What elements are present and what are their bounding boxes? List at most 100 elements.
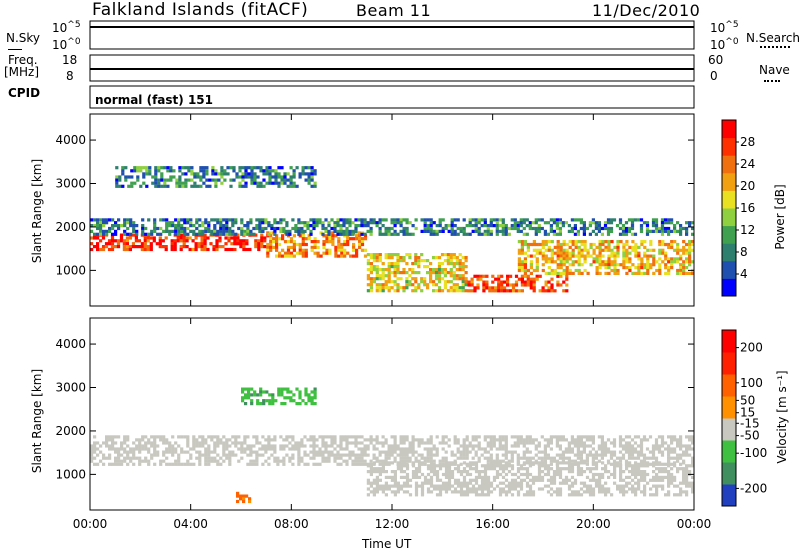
echo-cell <box>222 226 226 231</box>
echo-cell <box>396 262 400 266</box>
echo-cell <box>688 464 692 468</box>
echo-cell <box>369 481 373 485</box>
echo-cell <box>667 245 671 249</box>
echo-cell <box>185 245 189 249</box>
echo-cell <box>127 175 131 179</box>
echo-cell <box>393 456 397 460</box>
echo-cell <box>471 467 476 471</box>
echo-cell <box>366 277 370 281</box>
echo-cell <box>522 441 526 445</box>
echo-cell <box>679 481 683 485</box>
echo-cell <box>216 444 220 448</box>
echo-cell <box>601 461 605 465</box>
echo-cell <box>372 253 376 257</box>
echo-cell <box>90 229 94 233</box>
echo-cell <box>667 470 671 474</box>
echo-cell <box>387 447 391 451</box>
echo-cell <box>215 239 219 243</box>
echo-cell <box>408 283 412 287</box>
echo-cell <box>313 240 317 244</box>
echo-cell <box>426 481 431 485</box>
echo-cell <box>604 271 608 275</box>
echo-cell <box>156 444 160 448</box>
echo-cell <box>246 453 250 457</box>
echo-cell <box>646 260 650 264</box>
echo-cell <box>546 464 551 468</box>
colorbar-segment <box>722 484 736 507</box>
echo-cell <box>486 456 490 460</box>
echo-cell <box>384 450 388 454</box>
echo-cell <box>609 226 614 231</box>
echo-cell <box>528 478 533 482</box>
echo-cell <box>405 226 409 231</box>
echo-cell <box>301 399 305 403</box>
echo-cell <box>216 462 220 466</box>
echo-cell <box>483 484 488 488</box>
echo-cell <box>528 484 533 488</box>
echo-cell <box>657 450 662 454</box>
echo-cell <box>102 456 106 460</box>
echo-cell <box>492 478 497 482</box>
echo-cell <box>307 178 311 182</box>
echo-cell <box>489 224 493 228</box>
echo-cell <box>300 226 304 231</box>
echo-cell <box>471 435 475 439</box>
echo-cell <box>253 178 257 182</box>
echo-cell <box>601 260 605 264</box>
echo-cell <box>381 274 385 278</box>
echo-cell <box>471 229 475 233</box>
echo-cell <box>621 444 626 448</box>
echo-cell <box>594 472 599 477</box>
echo-cell <box>685 490 689 494</box>
echo-cell <box>189 218 193 222</box>
echo-cell <box>471 447 475 451</box>
echo-cell <box>137 239 141 243</box>
echo-cell <box>449 253 453 257</box>
echo-cell <box>283 240 288 244</box>
echo-cell <box>201 221 205 225</box>
echo-cell <box>396 481 400 485</box>
echo-cell <box>583 248 587 252</box>
echo-cell <box>102 229 106 233</box>
echo-cell <box>144 459 148 463</box>
echo-cell <box>523 271 527 275</box>
echo-cell <box>238 184 242 188</box>
echo-cell <box>393 224 397 228</box>
echo-cell <box>408 478 413 482</box>
echo-cell <box>145 169 149 173</box>
echo-cell <box>576 464 581 468</box>
echo-cell <box>198 232 202 236</box>
echo-cell <box>525 441 529 445</box>
echo-cell <box>555 490 560 494</box>
echo-cell <box>525 450 529 454</box>
echo-cell <box>304 254 308 258</box>
echo-cell <box>491 280 495 284</box>
echo-cell <box>594 232 598 236</box>
echo-cell <box>645 226 650 231</box>
echo-cell <box>360 237 365 241</box>
echo-cell <box>282 438 286 442</box>
echo-cell <box>337 242 341 247</box>
echo-cell <box>123 232 127 236</box>
echo-cell <box>525 461 530 465</box>
echo-cell <box>612 450 617 454</box>
echo-cell <box>387 453 391 457</box>
echo-cell <box>240 229 244 233</box>
echo-cell <box>541 263 545 267</box>
echo-cell <box>550 283 554 287</box>
echo-cell <box>411 453 415 457</box>
echo-cell <box>116 239 121 243</box>
echo-cell <box>402 435 406 439</box>
echo-cell <box>141 229 145 233</box>
echo-cell <box>255 224 259 228</box>
echo-cell <box>507 459 511 463</box>
echo-cell <box>491 274 495 278</box>
echo-cell <box>606 450 611 454</box>
echo-cell <box>504 232 508 236</box>
echo-cell <box>249 459 253 463</box>
count-tick-bottom: 10^0 <box>52 37 81 52</box>
nsky-label: N.Sky <box>6 31 41 45</box>
echo-cell <box>616 271 620 275</box>
echo-cell <box>189 462 193 466</box>
echo-cell <box>601 472 605 477</box>
